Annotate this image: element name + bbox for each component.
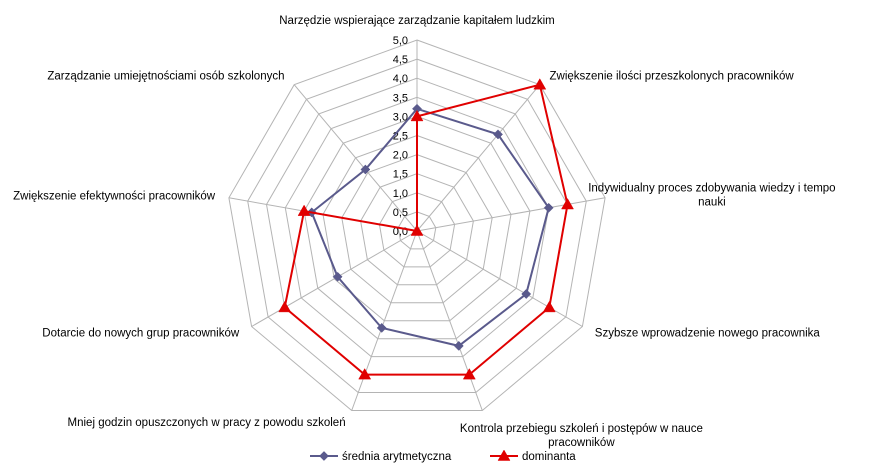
category-label: Zwiększenie efektywności pracowników [13,191,216,203]
series-2 [278,78,574,380]
data-point [453,340,464,351]
tick-label: 2,5 [393,131,408,143]
grid-spoke [293,84,418,232]
legend-marker [319,451,329,461]
series-1 [306,103,554,351]
category-label: Zwiększenie ilości przeszkolonych pracow… [550,71,795,83]
data-point [542,300,556,313]
tick-label: 2,0 [393,150,408,162]
legend-label: dominanta [522,451,576,463]
data-point [462,368,476,380]
legend-label: średnia arytmetyczna [342,451,452,463]
category-label: Dotarcie do nowych grup pracowników [42,328,240,340]
series-line [310,107,550,347]
data-point [410,224,424,236]
grid-spoke [251,230,418,327]
tick-label: 3,0 [393,111,408,123]
grid-ring [378,192,456,268]
tick-label: 3,5 [393,92,408,104]
grid-spoke [416,230,583,327]
tick-label: 1,5 [393,169,408,181]
data-series [278,78,574,380]
category-label: Szybsze wprowadzenie nowego pracownika [595,328,821,340]
grid-ring [322,134,512,322]
grid-ring [397,211,437,250]
category-label: Indywidualny proces zdobywania wiedzy i … [588,183,835,209]
series-line [283,83,569,376]
tick-label: 1,0 [393,188,408,200]
tick-label: 4,5 [393,54,408,66]
radial-tick-labels: 0,00,51,01,52,02,53,03,54,04,55,0 [393,35,408,238]
category-label: Kontrola przebiegu szkoleń i postępów w … [460,423,703,449]
data-point [493,129,503,140]
data-point [521,289,532,299]
grid-spoke [416,230,483,411]
legend-item: dominanta [490,449,576,463]
grid-ring [341,154,493,304]
grid-ring [284,96,550,358]
data-point [278,300,292,313]
legend-marker [497,449,511,461]
data-point [358,368,372,380]
data-point [561,197,574,210]
category-labels: Narzędzie wspierające zarządzanie kapita… [13,15,835,449]
tick-label: 4,0 [393,73,408,85]
category-label: Mniej godzin opuszczonych w pracy z powo… [68,417,346,429]
grid-ring [228,39,606,411]
grid-spoke [351,230,418,411]
data-point [332,271,343,282]
data-point [376,322,387,333]
grid-spoke [416,84,541,232]
grid-ring [247,58,587,393]
category-label: Narzędzie wspierające zarządzanie kapita… [279,15,554,27]
data-point [297,204,311,216]
data-point [410,109,424,122]
legend-item: średnia arytmetyczna [310,451,452,463]
data-point [533,78,547,90]
grid-spoke [416,197,606,232]
category-label: Zarządzanie umiejętnościami osób szkolon… [47,71,284,83]
grid-ring [360,173,474,286]
data-point [543,202,554,213]
tick-label: 5,0 [393,35,408,47]
tick-label: 0,5 [393,207,408,219]
legend: średnia arytmetyczna dominanta [310,449,576,463]
grid-ring [303,115,531,340]
data-point [360,164,371,175]
